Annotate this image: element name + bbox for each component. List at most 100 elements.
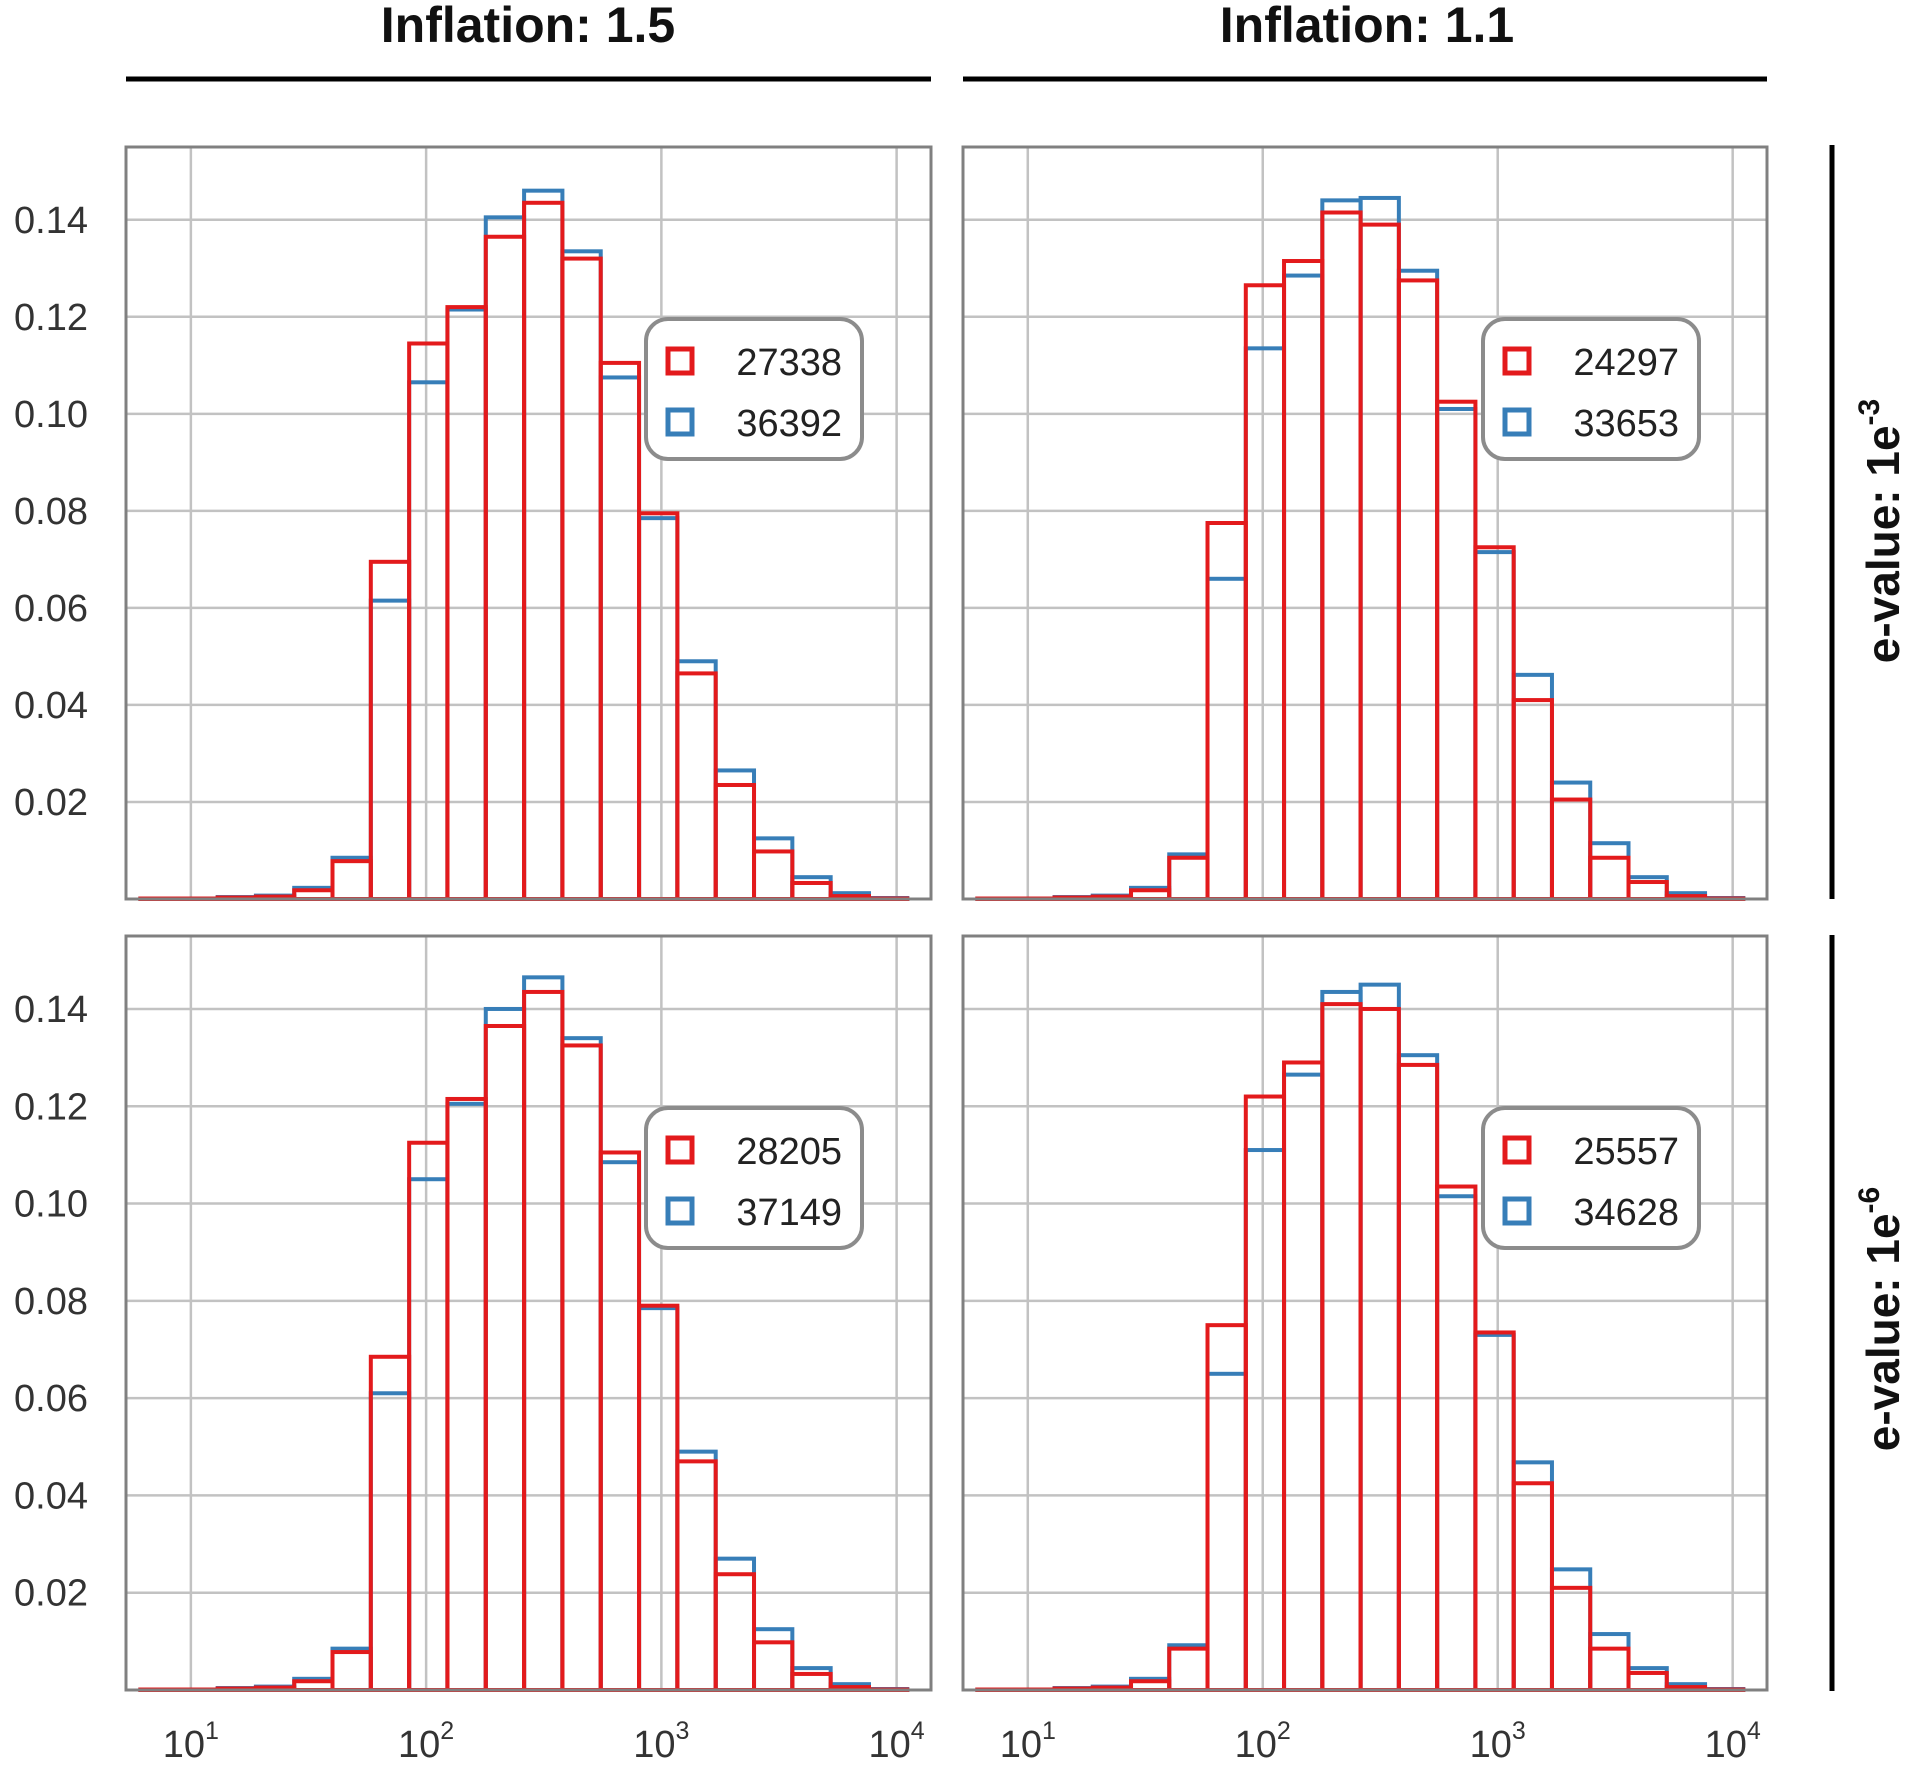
y-tick-label: 0.14 — [14, 989, 88, 1031]
histogram-panel-4: 101 102 103 104 25557 34628 — [961, 934, 1769, 1766]
legend-swatch-blue — [1502, 407, 1532, 437]
legend-box — [1481, 1106, 1701, 1250]
histogram-bar — [752, 1640, 795, 1693]
histogram-bar — [675, 1449, 718, 1692]
legend-swatch-blue — [665, 1196, 695, 1226]
histogram-bar — [1282, 1060, 1325, 1692]
y-tick-label: 0.06 — [14, 588, 88, 630]
histogram-bar — [407, 1140, 450, 1692]
histogram-bar — [713, 768, 757, 901]
histogram-bar — [1473, 1330, 1516, 1692]
panel-frame — [961, 145, 1769, 901]
histogram-bar — [1435, 1184, 1478, 1692]
histogram-bar — [445, 305, 488, 902]
histogram-bar — [483, 234, 527, 902]
series-red-bars — [138, 200, 910, 902]
histogram-bar — [368, 1354, 412, 1692]
legend-label: 34628 — [1573, 1192, 1679, 1234]
legend-label: 25557 — [1573, 1131, 1679, 1173]
histogram-bar — [330, 855, 373, 901]
legend-label: 37149 — [736, 1192, 842, 1234]
histogram-bar — [1167, 1643, 1210, 1693]
histogram-bar — [752, 849, 795, 902]
legend: 24297 33653 — [1481, 317, 1701, 461]
panel-frame — [961, 934, 1769, 1692]
histogram-bar — [598, 1150, 642, 1692]
histogram-bar — [637, 1303, 680, 1693]
histogram-bar — [1626, 880, 1669, 901]
histogram-bar — [1473, 550, 1516, 901]
histogram-bar — [790, 880, 833, 902]
histogram-bar — [1626, 1670, 1669, 1693]
column-title-inflation-1-1: Inflation: 1.1 — [1220, 0, 1514, 53]
y-tick-label: 0.10 — [14, 394, 88, 436]
y-tick-label: 0.02 — [14, 782, 88, 824]
legend-label: 36392 — [736, 403, 842, 445]
histogram-bar — [407, 380, 450, 901]
x-tick-label: 102 — [398, 1717, 454, 1766]
histogram-bar — [752, 1627, 795, 1693]
legend-swatch-blue — [1502, 1196, 1532, 1226]
histogram-bar — [1167, 852, 1210, 902]
panel-frame — [124, 145, 933, 901]
histogram-bar — [330, 859, 373, 901]
series-red-bars — [975, 210, 1746, 902]
histogram-bar — [483, 1023, 527, 1692]
histogram-bar — [1167, 855, 1210, 901]
histogram-panel-1: 0.02 0.04 0.06 0.08 0.10 0.12 0.14 27338 36392 — [14, 145, 933, 902]
histogram-bar — [1167, 1646, 1210, 1692]
histogram-bar — [1320, 210, 1363, 902]
histogram-bar — [1243, 1148, 1287, 1692]
legend-label: 33653 — [1573, 403, 1679, 445]
histogram-bar — [1549, 1585, 1593, 1693]
legend-swatch-red — [665, 346, 695, 376]
legend: 25557 34628 — [1481, 1106, 1701, 1250]
histogram-bar — [1205, 1323, 1248, 1692]
histogram-bar — [483, 215, 527, 901]
histogram-bar — [445, 1096, 488, 1692]
legend-box — [644, 317, 864, 461]
histogram-bar — [1588, 1646, 1631, 1692]
histogram-bar — [1358, 195, 1401, 901]
histogram-bar — [407, 1177, 450, 1693]
legend-swatch-red — [1502, 346, 1532, 376]
histogram-bar — [1588, 841, 1631, 902]
x-tick-label: 103 — [1470, 1717, 1526, 1766]
histogram-bar — [1396, 268, 1440, 901]
histogram-bar — [1549, 797, 1593, 901]
column-title-inflation-1-5: Inflation: 1.5 — [381, 0, 675, 53]
legend-box — [644, 1106, 864, 1250]
row-title-evalue-1e-3: e-value: 1e-3 — [1853, 399, 1909, 663]
y-tick-label: 0.08 — [14, 1281, 88, 1323]
histogram-bar — [1358, 1006, 1401, 1692]
histogram-panel-2: 24297 33653 — [961, 145, 1769, 902]
histogram-bar — [790, 1671, 833, 1693]
histogram-bar — [522, 989, 565, 1692]
y-tick-label: 0.04 — [14, 685, 88, 727]
x-tick-label: 103 — [633, 1717, 689, 1766]
histogram-bar — [675, 659, 718, 902]
y-tick-label: 0.10 — [14, 1184, 88, 1226]
y-tick-label: 0.02 — [14, 1573, 88, 1615]
histogram-bar — [752, 836, 795, 902]
legend-label: 28205 — [736, 1131, 842, 1173]
histogram-bar — [368, 1391, 412, 1692]
histogram-bar — [675, 671, 718, 902]
legend-swatch-red — [665, 1135, 695, 1165]
histogram-bar — [1396, 1053, 1440, 1692]
legend-box — [1481, 317, 1701, 461]
histogram-bar — [790, 875, 833, 901]
histogram-bar — [1243, 1094, 1287, 1692]
histogram-bar — [483, 1006, 527, 1692]
histogram-bar — [1243, 283, 1287, 901]
histogram-bar — [1435, 1194, 1478, 1692]
row-title-evalue-1e-6: e-value: 1e-6 — [1853, 1187, 1909, 1451]
histogram-bar — [637, 1306, 680, 1692]
histogram-bar — [1282, 1072, 1325, 1692]
histogram-panel-3: 0.02 0.04 0.06 0.08 0.10 0.12 0.14 101 102 103 104… — [14, 934, 933, 1766]
histogram-bar — [1205, 576, 1248, 901]
histogram-bar — [1588, 1632, 1631, 1693]
histogram-bar — [598, 375, 642, 901]
histogram-bar — [1511, 698, 1554, 901]
